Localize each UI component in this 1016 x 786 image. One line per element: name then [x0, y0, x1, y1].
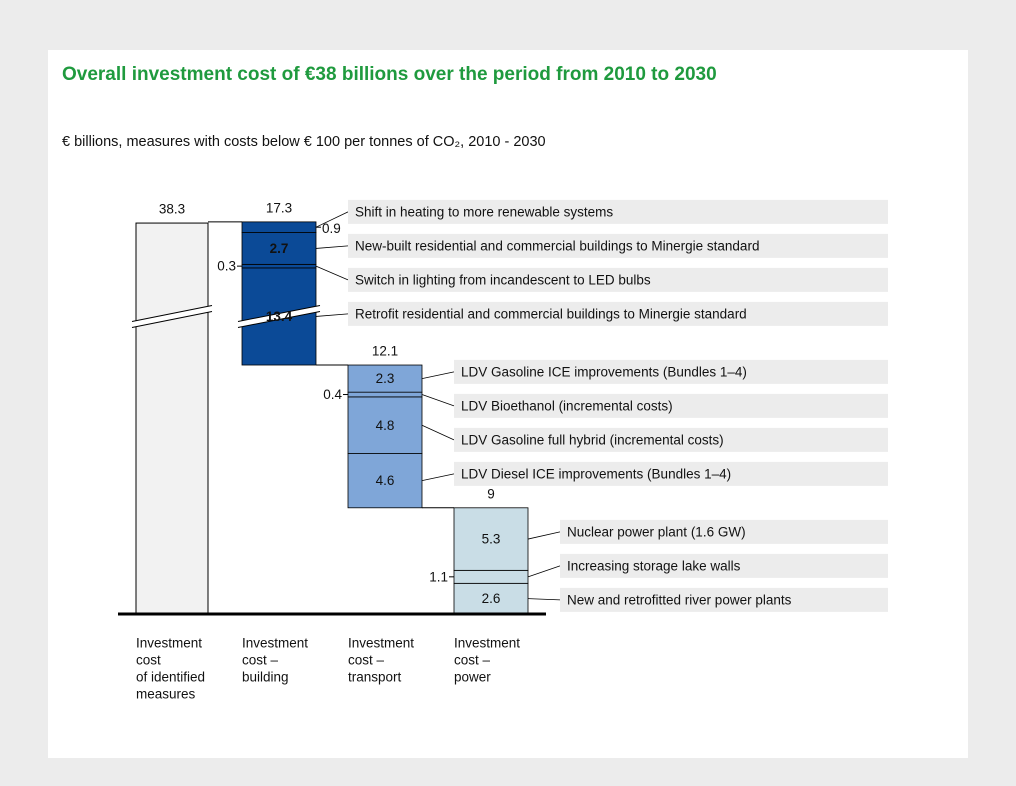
bar-segment — [241, 263, 317, 269]
value-label: 2.7 — [270, 241, 289, 256]
segment-name: LDV Gasoline full hybrid (incremental co… — [461, 432, 724, 447]
chart-subtitle: € billions, measures with costs below € … — [62, 134, 546, 150]
description-box — [560, 587, 888, 612]
bar-segment — [241, 221, 317, 233]
value-label: 2.6 — [482, 591, 501, 606]
segment-name: Retrofit residential and commercial buil… — [355, 306, 747, 321]
x-tick-label: Investment — [136, 636, 202, 651]
leader — [527, 598, 561, 601]
bar-segment — [347, 453, 423, 509]
segment-name: LDV Gasoline ICE improvements (Bundles 1… — [461, 364, 747, 379]
value-label: 0.9 — [322, 221, 341, 236]
description-box — [560, 553, 888, 578]
leader — [527, 565, 561, 578]
x-tick-label: Investment — [454, 636, 520, 651]
bar-segment — [347, 391, 423, 398]
x-tick-label: measures — [136, 687, 196, 702]
value-label: 0.4 — [323, 387, 342, 402]
bar-segment — [347, 396, 423, 454]
segment-name: Shift in heating to more renewable syste… — [355, 204, 613, 219]
segment-name: New and retrofitted river power plants — [567, 592, 792, 607]
value-label: 4.6 — [376, 473, 395, 488]
segment-name: Switch in lighting from incandescent to … — [355, 272, 651, 287]
axis-break — [131, 310, 213, 328]
description-box — [348, 267, 888, 292]
leader — [421, 371, 455, 379]
value-label: 2.3 — [376, 371, 395, 386]
value-label: 9 — [487, 486, 495, 501]
bar-segment — [241, 232, 317, 265]
value-label: 4.8 — [376, 418, 395, 433]
description-box — [348, 199, 888, 224]
bar-segment — [453, 569, 529, 584]
axis-break — [237, 304, 321, 322]
leader — [315, 313, 349, 317]
x-tick-label: cost – — [348, 653, 385, 668]
value-label: 13.4 — [266, 309, 293, 324]
axis-break — [237, 310, 321, 328]
leader — [315, 211, 349, 228]
axis-break — [132, 305, 212, 328]
leader — [315, 265, 349, 281]
x-tick-label: transport — [348, 670, 402, 685]
value-label: 12.1 — [372, 344, 398, 359]
leader — [421, 424, 455, 441]
value-label: 1.1 — [429, 569, 448, 584]
description-box — [348, 233, 888, 258]
bar-segment — [453, 507, 529, 571]
x-tick-label: cost – — [242, 653, 279, 668]
leader — [315, 245, 349, 249]
description-box — [560, 519, 888, 544]
description-box — [454, 359, 888, 384]
chart-title: Overall investment cost of €38 billions … — [62, 64, 717, 85]
axis-break — [238, 305, 320, 328]
x-tick-label: of identified — [136, 670, 205, 685]
bar — [135, 222, 209, 615]
leader — [527, 531, 561, 540]
segment-name: Increasing storage lake walls — [567, 558, 741, 573]
bar-segment — [347, 364, 423, 393]
x-tick-label: power — [454, 670, 491, 685]
description-box — [348, 301, 888, 326]
description-box — [454, 393, 888, 418]
segment-name: LDV Diesel ICE improvements (Bundles 1–4… — [461, 466, 731, 481]
leader — [421, 394, 455, 407]
value-label: 17.3 — [266, 200, 292, 215]
description-box — [454, 461, 888, 486]
x-tick-label: Investment — [242, 636, 308, 651]
value-label: 5.3 — [482, 532, 501, 547]
segment-name: Nuclear power plant (1.6 GW) — [567, 524, 746, 539]
segment-name: LDV Bioethanol (incremental costs) — [461, 398, 673, 413]
value-label: 38.3 — [159, 202, 185, 217]
axis-break — [131, 304, 213, 322]
x-tick-label: cost – — [454, 653, 491, 668]
x-tick-label: building — [242, 670, 289, 685]
description-box — [454, 427, 888, 452]
leader — [421, 473, 455, 482]
x-tick-label: cost — [136, 653, 161, 668]
value-label: 0.3 — [217, 259, 236, 274]
x-tick-label: Investment — [348, 636, 414, 651]
segment-name: New-built residential and commercial bui… — [355, 238, 759, 253]
